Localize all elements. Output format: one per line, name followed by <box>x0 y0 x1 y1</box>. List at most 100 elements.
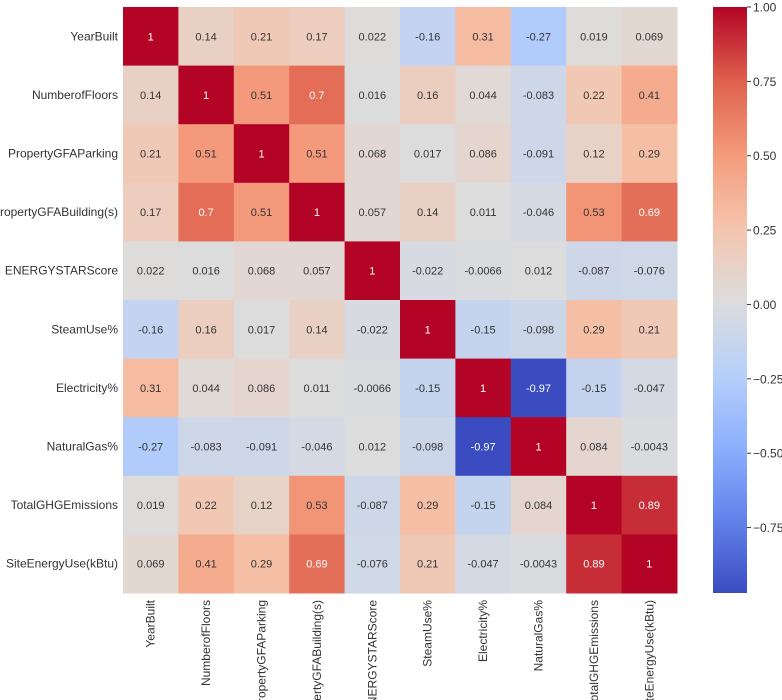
heatmap-cells: 1 0.14 0.21 0.17 0.022 -0.16 0.31 -0.27 0.019 0.0… <box>123 7 678 594</box>
cell-annotation: -0.046 <box>301 442 332 454</box>
y-tick-label: YearBuilt <box>70 29 118 43</box>
cell-annotation: 0.17 <box>306 31 327 43</box>
heatmap-cell <box>123 65 179 125</box>
heatmap-cell <box>344 182 401 242</box>
heatmap-cell <box>289 124 346 184</box>
cell-annotation: 0.084 <box>525 500 553 512</box>
colorbar-tick-label: 0.50 <box>753 149 777 163</box>
cell-annotation: 0.41 <box>195 559 216 571</box>
heatmap-cell <box>400 417 456 477</box>
cell-annotation: 0.89 <box>639 500 660 512</box>
x-tick-label: Electricity% <box>476 600 490 662</box>
heatmap-cell <box>566 241 623 301</box>
heatmap-cell <box>621 182 678 242</box>
heatmap-cell <box>233 182 290 242</box>
cell-annotation: -0.047 <box>467 559 498 571</box>
heatmap-cell <box>510 300 567 360</box>
heatmap-cell <box>566 534 623 594</box>
heatmap-cell <box>621 300 678 360</box>
heatmap-cell <box>510 124 567 184</box>
cell-annotation: -0.15 <box>471 324 496 336</box>
cell-annotation: -0.0066 <box>464 266 501 278</box>
heatmap-cell <box>400 7 456 67</box>
heatmap-cell <box>621 417 678 477</box>
cell-annotation: -0.27 <box>526 31 551 43</box>
heatmap-cell <box>455 534 512 594</box>
x-tick-label: SteamUse% <box>421 600 435 667</box>
heatmap-cell <box>455 182 512 242</box>
heatmap-cell <box>178 300 235 360</box>
colorbar-tick-label: 1.00 <box>753 1 777 15</box>
heatmap-cell <box>566 7 623 67</box>
heatmap-cell <box>455 300 512 360</box>
cell-annotation: 0.53 <box>583 207 604 219</box>
cell-annotation: 1 <box>425 324 431 336</box>
cell-annotation: -0.083 <box>190 442 221 454</box>
heatmap-cell <box>455 65 512 125</box>
heatmap-cell <box>123 300 179 360</box>
heatmap-cell <box>455 124 512 184</box>
heatmap-cell <box>178 417 235 477</box>
y-tick-label: PropertyGFAParking <box>8 147 118 161</box>
heatmap-cell <box>621 475 678 535</box>
cell-annotation: 0.12 <box>583 149 604 161</box>
y-tick-label: ENERGYSTARScore <box>5 264 118 278</box>
cell-annotation: 1 <box>314 207 320 219</box>
cell-annotation: -0.076 <box>634 266 665 278</box>
heatmap-cell <box>344 124 401 184</box>
cell-annotation: 0.89 <box>583 559 604 571</box>
cell-annotation: 0.017 <box>248 324 276 336</box>
cell-annotation: 0.019 <box>580 31 608 43</box>
heatmap-cell <box>123 7 179 67</box>
heatmap-cell <box>289 534 346 594</box>
heatmap-cell <box>123 475 179 535</box>
cell-annotation: 0.29 <box>639 149 660 161</box>
cell-annotation: 1 <box>535 442 541 454</box>
cell-annotation: 0.016 <box>359 90 387 102</box>
cell-annotation: 0.011 <box>304 383 331 395</box>
cell-annotation: -0.022 <box>412 266 443 278</box>
heatmap-cell <box>400 358 456 418</box>
cell-annotation: 0.022 <box>137 266 165 278</box>
cell-annotation: 0.21 <box>140 149 161 161</box>
heatmap-cell <box>510 534 567 594</box>
cell-annotation: -0.047 <box>634 383 665 395</box>
heatmap-cell <box>621 534 678 594</box>
heatmap-cell <box>233 7 290 67</box>
cell-annotation: -0.15 <box>415 383 440 395</box>
heatmap-cell <box>178 534 235 594</box>
y-tick-label: NumberofFloors <box>32 88 118 102</box>
heatmap-cell <box>289 65 346 125</box>
cell-annotation: -0.087 <box>578 266 609 278</box>
cell-annotation: 0.022 <box>359 31 387 43</box>
heatmap-cell <box>178 65 235 125</box>
cell-annotation: 0.29 <box>583 324 604 336</box>
cell-annotation: 0.7 <box>309 90 324 102</box>
heatmap-cell <box>510 182 567 242</box>
cell-annotation: 0.011 <box>470 207 497 219</box>
cell-annotation: 1 <box>148 31 154 43</box>
heatmap-cell <box>400 124 456 184</box>
x-axis-tick-labels: YearBuilt NumberofFloors PropertyGFAParkin… <box>144 599 657 700</box>
x-tick-label: NaturalGas% <box>532 600 546 672</box>
cell-annotation: -0.15 <box>581 383 606 395</box>
heatmap-cell <box>289 300 346 360</box>
cell-annotation: 0.21 <box>639 324 660 336</box>
cell-annotation: -0.022 <box>357 324 388 336</box>
y-tick-label: PropertyGFABuilding(s) <box>0 205 118 219</box>
heatmap-cell <box>233 300 290 360</box>
heatmap-cell <box>400 475 456 535</box>
colorbar: 1.00 0.75 0.50 0.25 0.00 −0.25 −0.50 −0.75 <box>713 1 782 593</box>
cell-annotation: 0.29 <box>251 559 272 571</box>
cell-annotation: 0.22 <box>195 500 216 512</box>
cell-annotation: 1 <box>591 500 597 512</box>
cell-annotation: 0.016 <box>192 266 220 278</box>
heatmap-cell <box>233 241 290 301</box>
cell-annotation: 0.69 <box>306 559 327 571</box>
heatmap-cell <box>178 241 235 301</box>
heatmap-cell <box>455 241 512 301</box>
heatmap-cell <box>344 417 401 477</box>
heatmap-cell <box>123 358 179 418</box>
cell-annotation: 0.14 <box>140 90 161 102</box>
colorbar-tick-label: −0.25 <box>753 372 782 386</box>
